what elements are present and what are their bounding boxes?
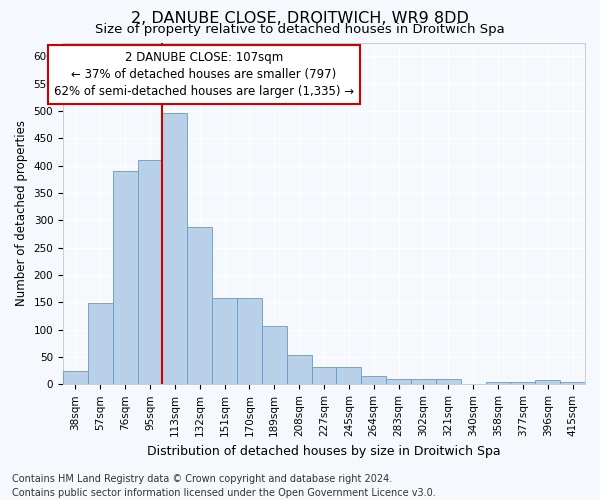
Text: Size of property relative to detached houses in Droitwich Spa: Size of property relative to detached ho… xyxy=(95,22,505,36)
Text: Contains HM Land Registry data © Crown copyright and database right 2024.
Contai: Contains HM Land Registry data © Crown c… xyxy=(12,474,436,498)
Bar xyxy=(237,298,262,384)
Bar xyxy=(113,171,137,384)
Bar xyxy=(337,368,361,384)
Text: 2 DANUBE CLOSE: 107sqm
← 37% of detached houses are smaller (797)
62% of semi-de: 2 DANUBE CLOSE: 107sqm ← 37% of detached… xyxy=(54,51,354,98)
Bar xyxy=(361,376,386,384)
Bar xyxy=(137,160,163,384)
Bar xyxy=(411,380,436,384)
X-axis label: Distribution of detached houses by size in Droitwich Spa: Distribution of detached houses by size … xyxy=(147,444,501,458)
Bar xyxy=(262,326,287,384)
Bar xyxy=(63,370,88,384)
Bar xyxy=(163,112,187,384)
Bar xyxy=(187,228,212,384)
Bar xyxy=(386,379,411,384)
Bar xyxy=(436,380,461,384)
Bar xyxy=(212,298,237,384)
Bar xyxy=(485,382,511,384)
Text: 2, DANUBE CLOSE, DROITWICH, WR9 8DD: 2, DANUBE CLOSE, DROITWICH, WR9 8DD xyxy=(131,11,469,26)
Bar xyxy=(287,355,311,384)
Bar xyxy=(311,368,337,384)
Bar xyxy=(88,304,113,384)
Y-axis label: Number of detached properties: Number of detached properties xyxy=(15,120,28,306)
Bar xyxy=(535,380,560,384)
Bar xyxy=(511,382,535,384)
Bar xyxy=(560,382,585,384)
